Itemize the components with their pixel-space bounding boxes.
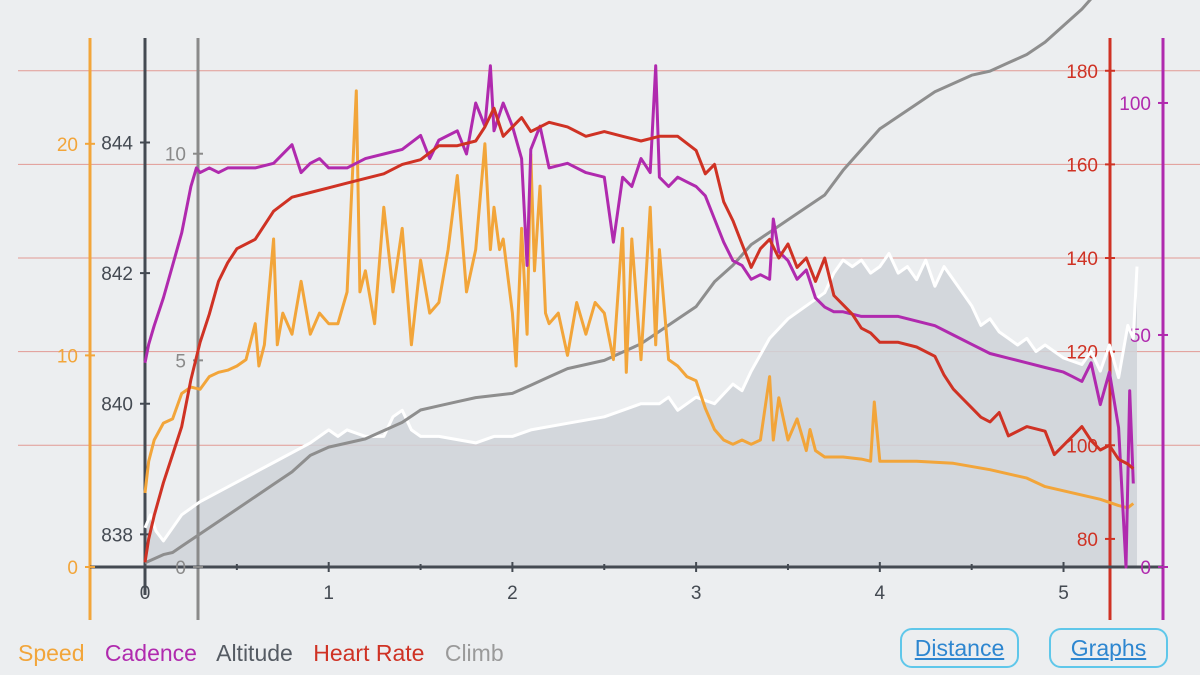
speed-axis-tick-label: 10 bbox=[57, 346, 78, 367]
altitude-axis-tick-label: 838 bbox=[101, 525, 133, 546]
heart-rate-axis-tick-label: 160 bbox=[1066, 155, 1098, 176]
graphs-button[interactable]: Graphs bbox=[1049, 628, 1168, 668]
speed-axis-tick-label: 20 bbox=[57, 135, 78, 156]
distance-button[interactable]: Distance bbox=[900, 628, 1019, 668]
x-tick-label: 3 bbox=[691, 583, 702, 604]
altitude-axis-tick-label: 840 bbox=[101, 395, 133, 416]
x-tick-label: 0 bbox=[140, 583, 151, 604]
legend: Speed Cadence Altitude Heart Rate Climb bbox=[18, 640, 518, 667]
altitude-line bbox=[143, 252, 1139, 543]
legend-heart-rate: Heart Rate bbox=[313, 640, 425, 666]
chart-canvas: 0 1 2 3 4 5 0 10 20 838 840 842 844 0 5 10 80 100 120 140 16… bbox=[18, 0, 1200, 620]
climb-axis-tick-label: 5 bbox=[175, 351, 186, 372]
heart-rate-axis-tick-label: 140 bbox=[1066, 249, 1098, 270]
altitude-axis-tick-label: 844 bbox=[101, 133, 133, 154]
heart-rate-line bbox=[143, 106, 1135, 563]
heart-rate-axis-tick-label: 180 bbox=[1066, 62, 1098, 83]
legend-speed: Speed bbox=[18, 640, 85, 666]
x-tick-label: 5 bbox=[1058, 583, 1069, 604]
climb-line bbox=[144, 0, 1092, 565]
speed-line bbox=[143, 89, 1135, 510]
speed-axis-tick-label: 0 bbox=[67, 558, 78, 579]
heart-rate-axis-tick-label: 120 bbox=[1066, 343, 1098, 364]
altitude-axis-tick-label: 842 bbox=[101, 264, 133, 285]
x-tick-label: 1 bbox=[323, 583, 334, 604]
climb-axis-tick-label: 10 bbox=[165, 145, 186, 166]
legend-altitude: Altitude bbox=[216, 640, 293, 666]
heart-rate-axis-tick-label: 80 bbox=[1077, 530, 1098, 551]
x-tick-label: 2 bbox=[507, 583, 518, 604]
cadence-axis-tick-label: 0 bbox=[1140, 558, 1151, 579]
x-tick-label: 4 bbox=[875, 583, 886, 604]
cadence-line bbox=[143, 64, 1135, 569]
cadence-axis-tick-label: 100 bbox=[1119, 94, 1151, 115]
legend-cadence: Cadence bbox=[104, 640, 197, 666]
altitude-area bbox=[145, 253, 1137, 567]
legend-climb: Climb bbox=[444, 640, 504, 666]
climb-axis-tick-label: 0 bbox=[175, 558, 186, 579]
